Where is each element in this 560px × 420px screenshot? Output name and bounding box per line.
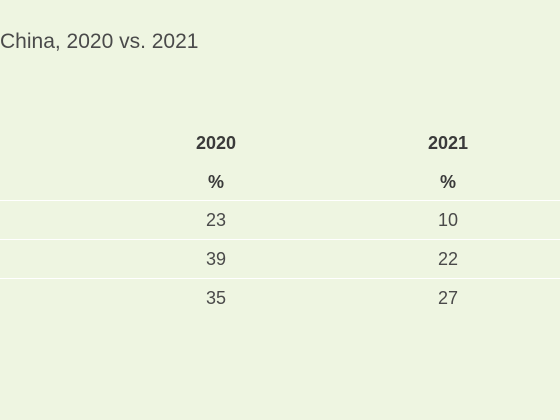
table-cell-row3-2020: 35 <box>205 288 227 308</box>
column-unit-2021: % <box>439 172 456 192</box>
table-cell-row3-2021: 27 <box>437 288 459 308</box>
table-cell-row1-2021: 10 <box>437 210 459 230</box>
row-divider <box>0 200 560 201</box>
table-cell-row2-2020: 39 <box>205 249 227 269</box>
column-header-2020: 2020 <box>195 133 237 153</box>
table-cell-row1-2020: 23 <box>205 210 227 230</box>
chart-subtitle: China, 2020 vs. 2021 <box>0 30 199 53</box>
column-header-2021: 2021 <box>427 133 469 153</box>
table-cell-row2-2021: 22 <box>437 249 459 269</box>
column-unit-2020: % <box>207 172 224 192</box>
row-divider <box>0 278 560 279</box>
row-divider <box>0 239 560 240</box>
